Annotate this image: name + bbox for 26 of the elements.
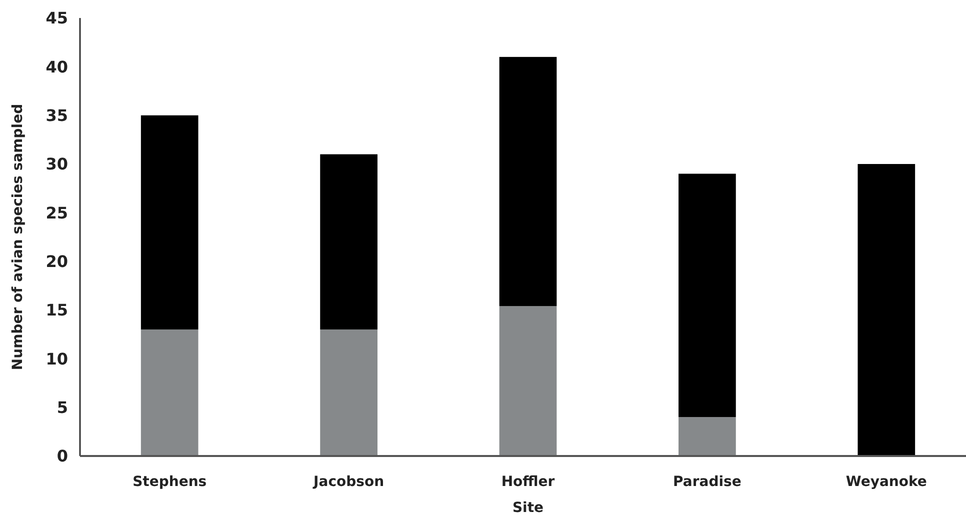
x-tick-label: Hoffler bbox=[501, 474, 555, 490]
y-tick-label: 40 bbox=[46, 57, 68, 76]
bar bbox=[140, 329, 198, 456]
y-tick-label: 30 bbox=[46, 154, 68, 174]
bar bbox=[140, 115, 198, 330]
y-tick-label: 20 bbox=[46, 252, 68, 271]
bar bbox=[499, 56, 557, 306]
y-tick-label: 35 bbox=[46, 106, 68, 125]
x-tick-label: Jacobson bbox=[312, 474, 384, 490]
x-tick-label: Stephens bbox=[132, 474, 207, 490]
bar bbox=[499, 306, 557, 456]
y-axis-title: Number of avian species sampled bbox=[10, 104, 26, 370]
bar bbox=[678, 417, 736, 456]
x-tick-label: Paradise bbox=[673, 474, 742, 490]
bar bbox=[320, 329, 378, 456]
bar bbox=[320, 154, 378, 330]
y-tick-label: 15 bbox=[46, 300, 68, 320]
y-tick-label: 25 bbox=[46, 203, 68, 222]
bar bbox=[678, 174, 736, 418]
y-tick-label: 45 bbox=[46, 8, 68, 28]
y-tick-label: 0 bbox=[56, 446, 68, 466]
y-tick-label: 5 bbox=[56, 398, 68, 417]
y-tick-label: 10 bbox=[46, 349, 68, 368]
x-axis-title: Site bbox=[512, 500, 544, 516]
x-tick-label: Weyanoke bbox=[846, 474, 927, 490]
bar bbox=[858, 164, 916, 456]
